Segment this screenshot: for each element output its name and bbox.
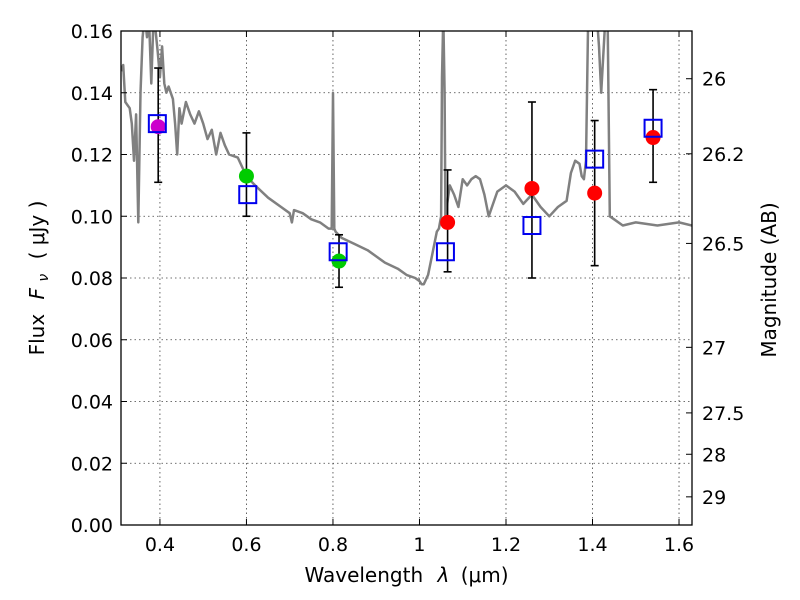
model-point: [435, 242, 455, 262]
right-tick-label: 26.5: [702, 233, 744, 255]
y-axis-label-text: Flux: [25, 314, 49, 356]
y-tick-label: 0.12: [71, 145, 113, 167]
right-tick-label: 26: [702, 69, 726, 91]
observed-point: [587, 185, 603, 201]
x-axis-label: Wavelength λ (μm): [304, 563, 508, 587]
x-tick-label: 0.8: [318, 534, 348, 556]
observed-point: [440, 214, 456, 230]
right-axis-label: Magnitude (AB): [757, 202, 781, 357]
x-tick-label: 1.6: [664, 534, 694, 556]
spectrum-layer: [121, 31, 692, 286]
x-axis-label-unit: (μm): [461, 563, 509, 587]
x-axis-label-symbol: λ: [437, 563, 450, 587]
y-axis-label: Flux F ν ( μJy ): [25, 201, 53, 356]
y-axis-label-symbol: F: [25, 287, 49, 299]
model-point: [147, 114, 167, 134]
model-point: [643, 118, 663, 138]
right-tick-label: 28: [702, 444, 726, 466]
y-tick-label: 0.02: [71, 453, 113, 475]
y-tick-label: 0.14: [71, 83, 113, 105]
y-tick-label: 0.04: [71, 392, 113, 414]
x-tick-label: 0.4: [145, 534, 175, 556]
grid: [121, 31, 692, 525]
data-points: [147, 114, 663, 269]
model-point: [238, 185, 258, 205]
right-tick-label: 27.5: [702, 403, 744, 425]
y-axis-label-unit: ( μJy ): [25, 201, 49, 260]
y-tick-label: 0.10: [71, 206, 113, 228]
y-axis-label-subscript: ν: [36, 274, 52, 282]
y-tick-label: 0.16: [71, 21, 113, 43]
observed-point: [238, 168, 254, 184]
x-axis-label-text: Wavelength: [304, 563, 423, 587]
x-tick-label: 1.2: [491, 534, 521, 556]
y-tick-label: 0.06: [71, 330, 113, 352]
x-tick-label: 0.6: [231, 534, 261, 556]
x-tick-label: 1: [413, 534, 425, 556]
spectrum-line: [121, 31, 692, 286]
model-point: [522, 216, 542, 236]
axis-ticks: 0.4 0.6 0.8 1 1.2 1.4 1.6 0.00 0.02 0.04 0.06 0.08 0…: [71, 21, 745, 556]
y-tick-label: 0.08: [71, 268, 113, 290]
observed-point: [524, 180, 540, 196]
right-tick-label: 29: [702, 487, 726, 509]
right-tick-label: 27: [702, 337, 726, 359]
observed-point: [150, 119, 166, 135]
model-point: [585, 149, 605, 169]
model-point: [328, 242, 348, 262]
right-tick-label: 26.2: [702, 144, 744, 166]
x-tick-label: 1.4: [577, 534, 607, 556]
y-tick-label: 0.00: [71, 515, 113, 537]
